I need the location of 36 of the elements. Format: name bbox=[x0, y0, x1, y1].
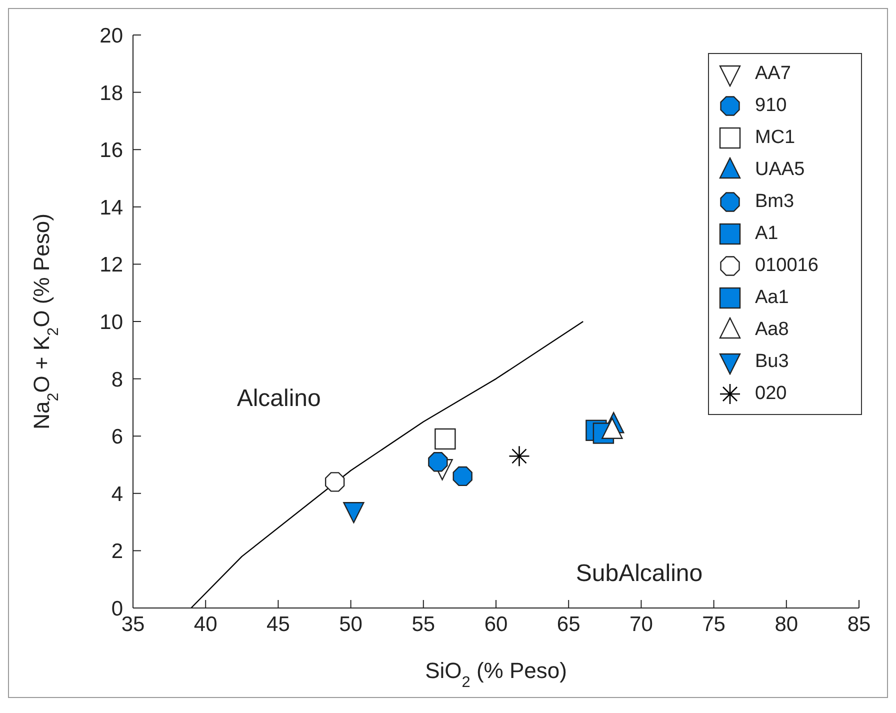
y-tick-label: 20 bbox=[100, 24, 123, 48]
y-tick-label: 16 bbox=[100, 139, 123, 162]
y-tick-label: 4 bbox=[111, 482, 124, 506]
y-tick-label: 6 bbox=[111, 426, 123, 449]
x-tick-label: 65 bbox=[556, 612, 580, 636]
x-tick-label: 55 bbox=[412, 612, 436, 636]
x-tick-label: 40 bbox=[194, 612, 218, 636]
legend-label: A1 bbox=[755, 223, 778, 245]
x-tick-label: 80 bbox=[774, 612, 798, 636]
x-tick-label: 75 bbox=[702, 612, 726, 636]
annotation: SubAlcalino bbox=[576, 560, 703, 588]
annotation: Alcalino bbox=[236, 385, 321, 414]
legend-label: Aa8 bbox=[755, 319, 789, 341]
legend-label: Bm3 bbox=[755, 191, 794, 213]
x-tick-label: 60 bbox=[484, 612, 508, 636]
x-tick-label: 85 bbox=[847, 612, 871, 636]
x-tick-label: 50 bbox=[339, 612, 362, 636]
legend-label: AA7 bbox=[755, 63, 791, 85]
x-tick-label: 70 bbox=[630, 612, 653, 636]
legend-label: 910 bbox=[755, 95, 787, 117]
legend-label: Bu3 bbox=[755, 351, 789, 373]
legend-label: MC1 bbox=[755, 127, 796, 149]
y-tick-label: 12 bbox=[100, 254, 123, 277]
legend-label: 010016 bbox=[755, 255, 818, 277]
x-tick-label: 35 bbox=[121, 612, 145, 636]
y-tick-label: 18 bbox=[100, 82, 123, 105]
y-tick-label: 2 bbox=[111, 540, 123, 564]
legend-label: 020 bbox=[755, 383, 787, 405]
x-tick-label: 45 bbox=[266, 612, 290, 636]
y-tick-label: 0 bbox=[111, 597, 123, 620]
legend-label: UAA5 bbox=[755, 159, 805, 181]
legend-label: Aa1 bbox=[755, 287, 789, 309]
y-tick-label: 10 bbox=[100, 310, 123, 334]
y-tick-label: 14 bbox=[100, 196, 124, 220]
y-tick-label: 8 bbox=[111, 368, 123, 392]
x-axis-title: SiO$_{2}$ (% Peso) bbox=[425, 658, 567, 690]
